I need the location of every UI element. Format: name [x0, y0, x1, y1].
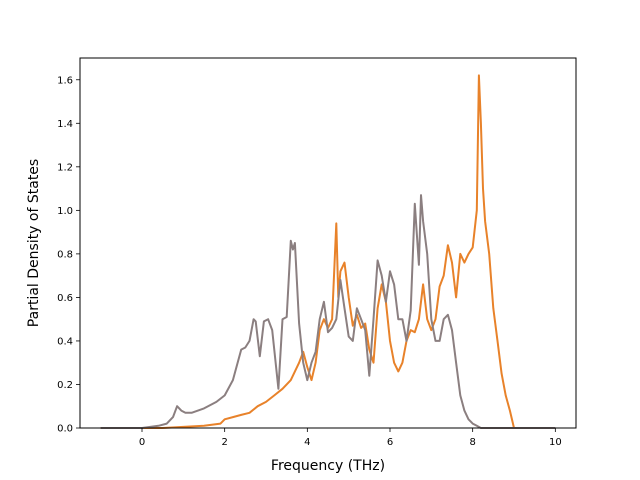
- y-axis: 0.0 0.2 0.4 0.6 0.8 1.0 1.2 1.4 1.6: [57, 75, 80, 435]
- y-tick-label: 0.6: [57, 293, 73, 304]
- x-tick-label: 6: [387, 437, 393, 448]
- x-tick-label: 2: [221, 437, 227, 448]
- x-tick-label: 4: [304, 437, 310, 448]
- y-tick-label: 0.8: [57, 249, 73, 260]
- y-tick-label: 0.0: [57, 424, 73, 435]
- y-tick-label: 1.2: [57, 162, 73, 173]
- y-tick-label: 0.4: [57, 336, 73, 347]
- plot-area: [80, 58, 576, 428]
- series-layer: [100, 74, 556, 429]
- y-tick-label: 1.4: [57, 119, 73, 130]
- y-tick-label: 0.2: [57, 380, 73, 391]
- series-line-2: [100, 194, 556, 429]
- y-tick-label: 1.6: [57, 75, 73, 86]
- x-axis: 0 2 4 6 8 10: [139, 428, 562, 448]
- y-tick-label: 1.0: [57, 206, 73, 217]
- x-axis-label: Frequency (THz): [271, 458, 385, 474]
- plot-frame: [79, 57, 577, 429]
- x-tick-label: 10: [549, 437, 562, 448]
- x-tick-label: 8: [469, 437, 475, 448]
- series-line-1: [100, 74, 519, 429]
- y-axis-label: Partial Density of States: [26, 159, 42, 327]
- x-tick-label: 0: [139, 437, 145, 448]
